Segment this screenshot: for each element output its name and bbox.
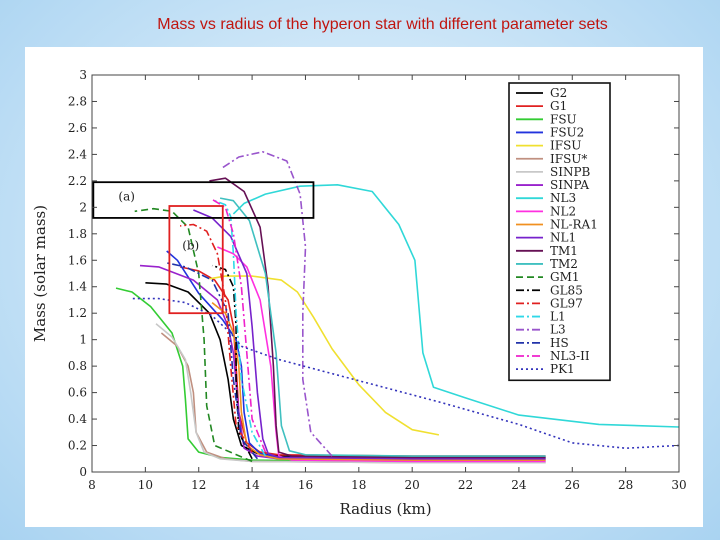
plot-frame	[91, 74, 680, 473]
series-line-ifsu-	[160, 332, 546, 464]
legend-layer: G2G1FSUFSU2IFSUIFSU*SINPBSINPANL3NL2NL-R…	[508, 82, 611, 382]
x-tick-label: 30	[671, 478, 686, 492]
series-line-l1	[214, 199, 267, 457]
annotation-layer: (a) (b)	[92, 181, 315, 315]
legend-entry: HS	[550, 336, 569, 350]
y-tick-label: 1	[79, 333, 87, 347]
legend-entry: NL3	[550, 191, 576, 205]
y-tick-label: 2.4	[68, 147, 87, 161]
series-line-tm2	[219, 197, 546, 457]
legend-entry: GL85	[550, 283, 583, 297]
x-tick-label: 16	[298, 478, 313, 492]
series-line-tm1	[209, 177, 546, 459]
legend-entry: FSU2	[550, 125, 584, 139]
y-tick-label: 2.2	[68, 174, 87, 188]
y-tick-label: 3	[79, 68, 87, 82]
slide-title: Mass vs radius of the hyperon star with …	[157, 16, 608, 33]
series-line-nl3	[232, 184, 680, 428]
y-tick-label: 0.4	[68, 412, 87, 426]
y-tick-label: 0.2	[68, 439, 87, 453]
series-line-hs	[166, 262, 259, 460]
series-line-gl85	[211, 264, 253, 460]
mass-radius-chart: (a)(b) 8 10 12 14 16 18 20 22 24 26 28 3000.20.40.6…	[31, 68, 687, 518]
x-axis-label: Radius (km)	[339, 500, 431, 518]
y-axis-label: Mass (solar mass)	[31, 205, 49, 342]
legend-entry: NL1	[550, 231, 576, 245]
legend-entry: L3	[550, 323, 566, 337]
y-tick-label: 2.6	[68, 121, 87, 135]
y-tick-label: 1.4	[68, 280, 87, 294]
y-tick-label: 1.6	[68, 253, 87, 267]
series-layer	[115, 151, 680, 464]
x-tick-label: 12	[191, 478, 206, 492]
legend-entry: IFSU	[550, 139, 581, 153]
legend-entry: G2	[550, 86, 567, 100]
legend-entry: FSU	[550, 112, 577, 126]
y-tick-label: 2	[79, 200, 87, 214]
annotation-box-b	[168, 205, 224, 315]
legend-entry: GM1	[550, 270, 580, 284]
y-tick-label: 1.2	[68, 306, 87, 320]
legend-entry: G1	[550, 99, 567, 113]
legend-entry: L1	[550, 310, 566, 324]
legend-entry: NL3-II	[550, 349, 590, 363]
x-tick-label: 26	[565, 478, 580, 492]
legend-entry: SINPB	[550, 165, 591, 179]
x-tick-label: 18	[351, 478, 366, 492]
annotation-label-b: (b)	[182, 239, 199, 253]
x-tick-label: 20	[405, 478, 420, 492]
series-line-nl3-ii	[211, 198, 267, 453]
annotation-label-a: (a)	[118, 190, 135, 204]
series-line-gl97	[180, 223, 253, 453]
legend-entry: TM1	[550, 244, 578, 258]
series-line-nl-ra1	[211, 301, 546, 461]
x-tick-label: 10	[138, 478, 153, 492]
legend-entry: SINPA	[550, 178, 589, 192]
x-tick-label: 8	[88, 478, 96, 492]
y-tick-label: 0.8	[68, 359, 87, 373]
y-tick-label: 1.8	[68, 227, 87, 241]
x-tick-label: 28	[618, 478, 633, 492]
annotation-box-a	[92, 181, 315, 219]
legend-entry: GL97	[550, 296, 583, 310]
legend-entry: NL-RA1	[550, 218, 598, 232]
x-tick-label: 14	[244, 478, 260, 492]
legend-entry: TM2	[550, 257, 578, 271]
axis-layer: 8 10 12 14 16 18 20 22 24 26 28 30 0 0.2 0.4 0.6 0.8 1 1.2…	[31, 68, 687, 518]
series-line-l3	[222, 151, 333, 457]
series-line-sinpb	[155, 323, 546, 464]
series-line-fsu	[115, 287, 546, 463]
y-tick-label: 0	[79, 465, 87, 479]
legend-entry: PK1	[550, 362, 575, 376]
x-tick-label: 22	[458, 478, 473, 492]
x-tick-label: 24	[511, 478, 527, 492]
series-line-ifsu	[209, 275, 440, 436]
series-line-nl1	[193, 209, 546, 460]
legend-entry: NL2	[550, 204, 576, 218]
plot-panel: (a) (b) 8 10 12 14 16 18 20 22 24 26 28 30 0 0.2 0.4 0.6…	[25, 47, 703, 527]
y-tick-label: 2.8	[68, 94, 87, 108]
y-tick-label: 0.6	[68, 386, 87, 400]
legend-entry: IFSU*	[550, 152, 587, 166]
series-line-nl2	[217, 246, 546, 463]
